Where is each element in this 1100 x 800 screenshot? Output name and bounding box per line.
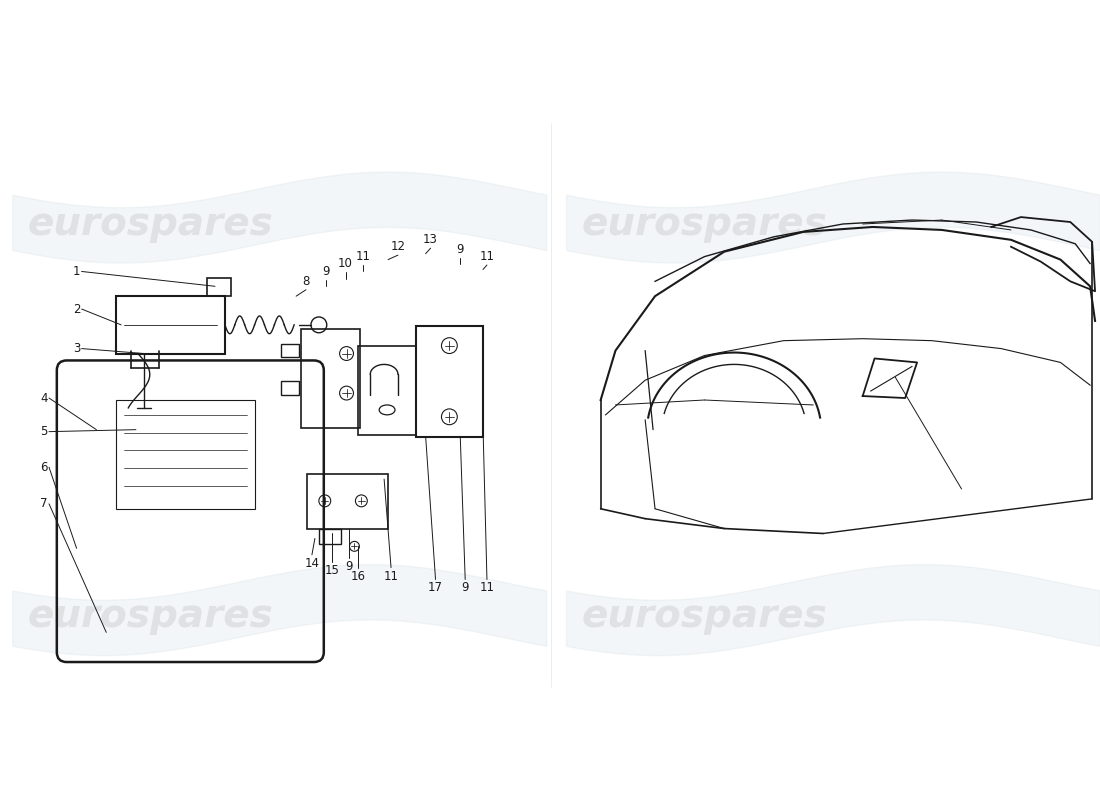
Text: 5: 5 xyxy=(41,425,47,438)
Text: 2: 2 xyxy=(73,302,80,315)
Bar xyxy=(117,400,254,509)
Bar xyxy=(416,326,483,437)
Text: 11: 11 xyxy=(355,250,371,263)
Text: 13: 13 xyxy=(424,234,438,246)
Text: eurospares: eurospares xyxy=(28,205,274,243)
Text: 11: 11 xyxy=(480,250,494,263)
Text: 1: 1 xyxy=(73,265,80,278)
Text: eurospares: eurospares xyxy=(582,597,827,634)
Bar xyxy=(117,296,224,354)
Bar xyxy=(282,382,299,395)
Text: 12: 12 xyxy=(390,240,406,254)
Text: 9: 9 xyxy=(322,265,330,278)
Text: eurospares: eurospares xyxy=(582,205,827,243)
Text: 10: 10 xyxy=(338,257,353,270)
Text: eurospares: eurospares xyxy=(28,597,274,634)
Text: 16: 16 xyxy=(351,570,366,582)
Text: 14: 14 xyxy=(305,557,319,570)
Text: 3: 3 xyxy=(73,342,80,355)
Bar xyxy=(319,529,341,544)
Bar xyxy=(301,329,361,428)
Bar xyxy=(359,346,416,434)
Text: 8: 8 xyxy=(302,275,310,288)
Text: 11: 11 xyxy=(384,570,398,582)
Text: 4: 4 xyxy=(41,391,47,405)
Text: 9: 9 xyxy=(461,582,469,594)
Text: 11: 11 xyxy=(480,582,494,594)
Text: 9: 9 xyxy=(344,560,352,573)
Text: 9: 9 xyxy=(456,243,464,256)
Bar xyxy=(307,474,388,529)
Text: 6: 6 xyxy=(41,461,47,474)
Text: 15: 15 xyxy=(324,563,339,577)
Text: 7: 7 xyxy=(41,498,47,510)
Bar xyxy=(282,344,299,358)
Bar xyxy=(207,278,231,296)
Text: 17: 17 xyxy=(428,582,443,594)
